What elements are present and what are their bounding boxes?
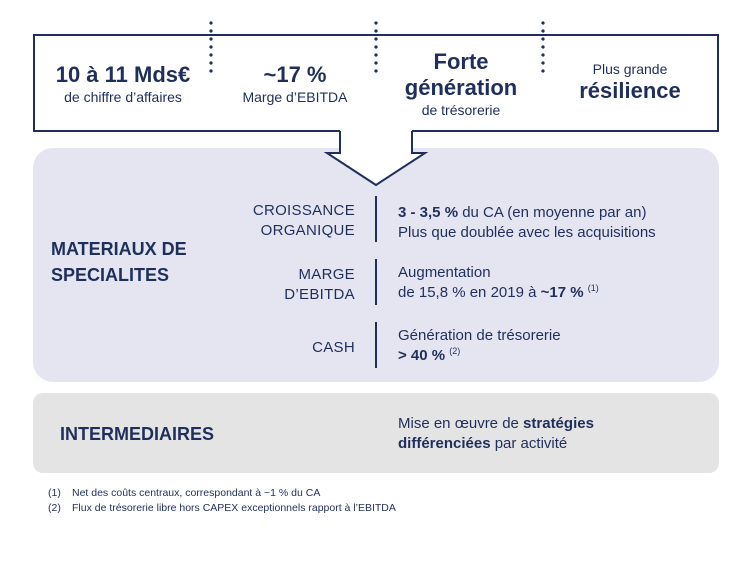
metric-text-rest: du CA (en moyenne par an) [458,204,647,221]
metric-label-croissance: CROISSANCE ORGANIQUE [253,201,355,241]
metric-label-line1: CROISSANCE [252,202,355,219]
kpi-cash-caption: de trésorerie [421,102,501,118]
metric-text-croissance: 3 - 3,5 % du CA (en moyenne par an) Plus… [398,203,656,243]
intermediaires-text-suffix: par activité [490,435,568,452]
materiaux-title-line1: MATERIAUX DE [51,239,187,259]
metric-text-line1: Augmentation [398,264,491,281]
metric-text-cash: Génération de trésorerie > 40 % (2) [398,326,561,366]
metric-text-prefix: de 15,8 % en 2019 à [398,284,541,301]
footnote-number: (1) [48,487,61,499]
metric-label-line2: ORGANIQUE [260,222,355,239]
intermediaires-bold1: stratégies [523,415,594,432]
kpi-resilience-caption: Plus grande [592,61,668,77]
metric-label-cash: CASH [312,338,355,358]
footnotes: (1) Net des coûts centraux, correspondan… [48,486,396,516]
vertical-separator [375,259,377,305]
metric-label-line1: MARGE [298,266,355,283]
footnote-ref: (2) [449,346,461,356]
kpi-cash-value-line2: génération [404,75,518,100]
metric-value-bold: 3 - 3,5 % [398,204,459,221]
intermediaires-title: INTERMEDIAIRES [60,424,215,444]
kpi-cash: Forte génération de trésorerie [385,49,537,119]
vertical-separator [375,196,377,242]
metric-text-marge: Augmentation de 15,8 % en 2019 à ~17 % (… [398,263,599,303]
metric-value-bold: ~17 % [540,284,584,301]
footnote-ref: (1) [587,283,599,293]
metric-value-bold: > 40 % [398,347,446,364]
materiaux-title: MATERIAUX DE SPECIALITES [51,236,187,288]
footnote-item: (1) Net des coûts centraux, correspondan… [48,486,396,501]
metric-label-marge: MARGE D’EBITDA [284,265,355,305]
kpi-margin-value: ~17 % [263,62,327,87]
kpi-margin-caption: Marge d’EBITDA [242,89,348,105]
dotted-separator [374,19,378,77]
kpi-margin: ~17 % Marge d’EBITDA [220,62,370,106]
materiaux-title-line2: SPECIALITES [51,265,170,285]
kpi-revenue-value: 10 à 11 Mds€ [55,62,191,87]
metric-label-line2: D’EBITDA [284,286,355,303]
kpi-revenue: 10 à 11 Mds€ de chiffre d’affaires [38,62,208,106]
footnote-text: Net des coûts centraux, correspondant à … [72,487,321,499]
intermediaires-text-prefix: Mise en œuvre de [398,415,524,432]
dotted-separator [209,19,213,77]
kpi-revenue-caption: de chiffre d’affaires [64,89,182,105]
intermediaires-panel [33,393,719,473]
footnote-text: Flux de trésorerie libre hors CAPEX exce… [72,502,396,514]
intermediaires-text: Mise en œuvre de stratégies différenciée… [398,414,594,454]
kpi-cash-value-line1: Forte [433,49,489,74]
footnote-item: (2) Flux de trésorerie libre hors CAPEX … [48,501,396,516]
footnote-number: (2) [48,502,61,514]
vertical-separator [375,322,377,368]
kpi-resilience: Plus grande résilience [550,60,710,104]
intermediaires-bold2: différenciées [398,435,491,452]
metric-label-line1: CASH [312,339,355,356]
metric-text-line1: Génération de trésorerie [398,327,561,344]
dotted-separator [541,19,545,77]
metric-text-line2: Plus que doublée avec les acquisitions [398,224,656,241]
kpi-resilience-value: résilience [579,78,681,103]
